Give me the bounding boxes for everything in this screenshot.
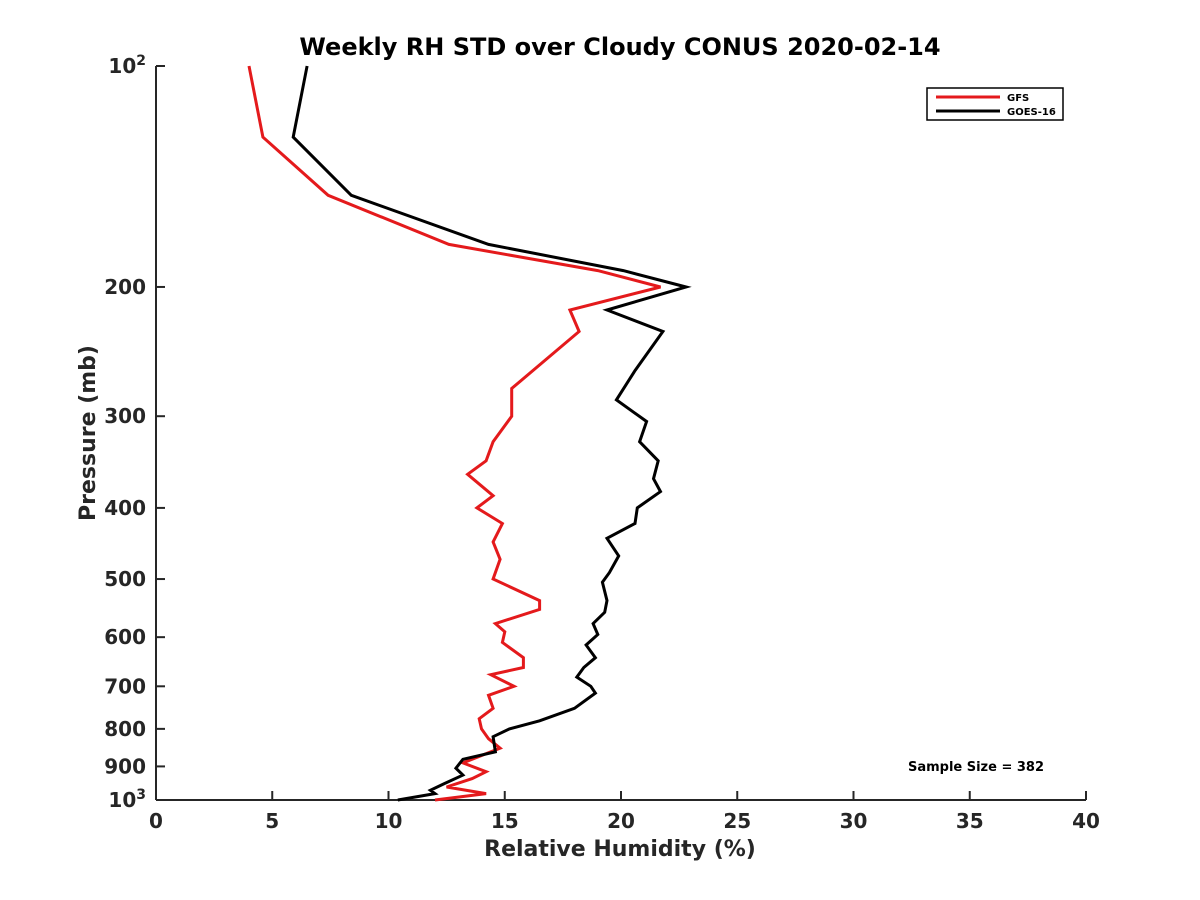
x-tick-label: 30 bbox=[840, 809, 868, 833]
y-tick-label: 300 bbox=[104, 404, 146, 428]
y-tick-label: 400 bbox=[104, 496, 146, 520]
x-tick-label: 5 bbox=[265, 809, 279, 833]
x-tick-label: 15 bbox=[491, 809, 519, 833]
sample-size-annotation: Sample Size = 382 bbox=[908, 760, 1044, 775]
legend-goes-label: GOES-16 bbox=[1007, 107, 1056, 118]
x-tick-label: 35 bbox=[956, 809, 984, 833]
x-tick-label: 10 bbox=[375, 809, 403, 833]
chart-title: Weekly RH STD over Cloudy CONUS 2020-02-… bbox=[299, 33, 940, 61]
x-tick-label: 0 bbox=[149, 809, 163, 833]
y-tick-label: 900 bbox=[104, 754, 146, 778]
x-tick-label: 40 bbox=[1072, 809, 1100, 833]
legend-box bbox=[926, 87, 1064, 121]
legend: GFS GOES-16 bbox=[926, 87, 1064, 121]
y-tick-label: 200 bbox=[104, 275, 146, 299]
y-tick-label: 500 bbox=[104, 567, 146, 591]
y-tick-label: 800 bbox=[104, 717, 146, 741]
x-axis-ticks: 0 5 10 15 20 25 30 35 40 bbox=[149, 791, 1100, 833]
series-line-goes-16 bbox=[291, 65, 692, 802]
series-lines bbox=[247, 65, 692, 802]
x-tick-label: 20 bbox=[607, 809, 635, 833]
y-tick-label: 600 bbox=[104, 625, 146, 649]
legend-gfs-label: GFS bbox=[1007, 93, 1029, 104]
y-tick-label: 700 bbox=[104, 674, 146, 698]
x-tick-label: 25 bbox=[723, 809, 751, 833]
x-axis-label: Relative Humidity (%) bbox=[484, 837, 756, 862]
y-axis-label: Pressure (mb) bbox=[76, 345, 101, 521]
